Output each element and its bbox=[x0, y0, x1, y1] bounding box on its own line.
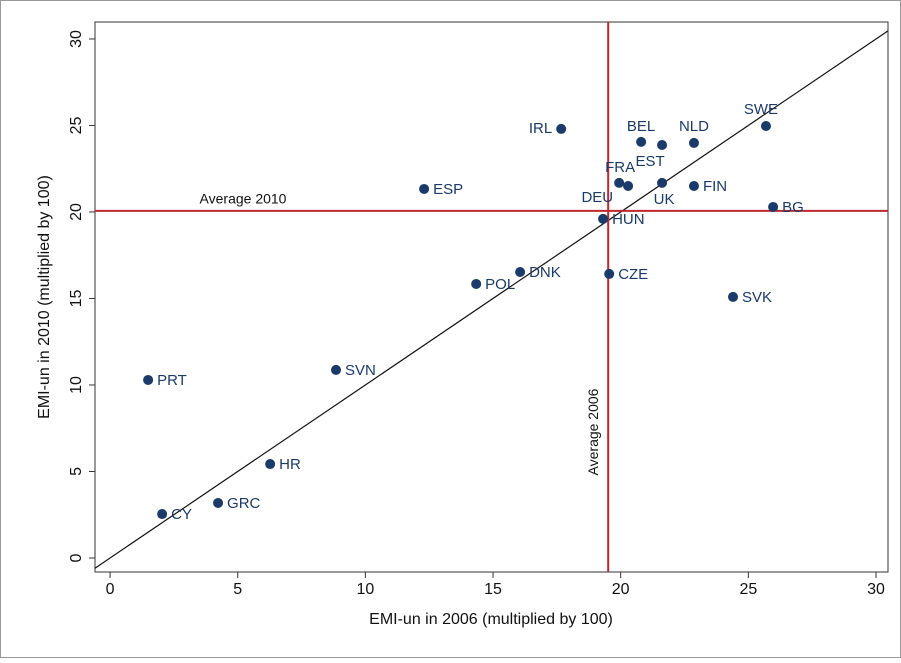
point bbox=[604, 268, 615, 279]
x-axis-title: EMI-un in 2006 (multiplied by 100) bbox=[369, 611, 613, 628]
point bbox=[265, 459, 276, 470]
point-label: BG bbox=[782, 199, 804, 216]
point bbox=[657, 177, 668, 188]
point-label: POL bbox=[485, 276, 515, 293]
point-label: SVK bbox=[742, 289, 772, 306]
point bbox=[636, 136, 647, 147]
y-tick-label: 25 bbox=[68, 116, 85, 134]
point-label: FRA bbox=[605, 159, 635, 176]
point-label: GRC bbox=[227, 495, 261, 512]
point bbox=[143, 374, 154, 385]
point bbox=[515, 267, 526, 277]
point bbox=[768, 201, 779, 212]
plot-area bbox=[94, 21, 889, 573]
point-label: SVN bbox=[345, 362, 376, 379]
reference-label: Average 2006 bbox=[585, 388, 601, 475]
point-label: NLD bbox=[679, 118, 709, 135]
point-label: PRT bbox=[157, 372, 187, 389]
point bbox=[556, 123, 567, 134]
x-tick-label: 20 bbox=[612, 581, 630, 598]
x-tick-label: 5 bbox=[233, 581, 242, 598]
point bbox=[657, 140, 668, 151]
point bbox=[598, 213, 609, 224]
x-tick-label: 25 bbox=[739, 581, 757, 598]
y-tick-label: 10 bbox=[68, 376, 85, 394]
y-tick-label: 5 bbox=[68, 467, 85, 476]
point bbox=[688, 137, 699, 148]
y-tick-label: 0 bbox=[68, 553, 85, 562]
y-tick-label: 15 bbox=[68, 289, 85, 307]
y-tick-label: 20 bbox=[68, 203, 85, 221]
x-tick-label: 10 bbox=[356, 581, 374, 598]
y-axis-title: EMI-un in 2010 (multiplied by 100) bbox=[36, 175, 53, 419]
point-label: DNK bbox=[529, 264, 561, 281]
point bbox=[471, 278, 482, 289]
point-label: ESP bbox=[433, 181, 463, 198]
point-label: SWE bbox=[744, 101, 778, 118]
point bbox=[614, 177, 625, 188]
point bbox=[688, 181, 699, 192]
y-tick-label: 30 bbox=[68, 30, 85, 48]
point-label: IRL bbox=[529, 120, 552, 137]
point bbox=[419, 183, 430, 194]
point bbox=[760, 120, 771, 131]
point-label: FIN bbox=[703, 178, 727, 195]
diagonal-line bbox=[94, 30, 889, 569]
reference-label: Average 2010 bbox=[200, 191, 287, 207]
point-label: BEL bbox=[627, 118, 655, 135]
point bbox=[157, 509, 168, 520]
x-tick-label: 0 bbox=[106, 581, 115, 598]
point-label: HR bbox=[279, 456, 301, 473]
point-label: CY bbox=[171, 506, 192, 523]
point bbox=[623, 181, 634, 192]
point-label: DEU bbox=[581, 189, 613, 206]
point bbox=[728, 291, 739, 302]
point bbox=[331, 364, 342, 375]
x-tick-label: 15 bbox=[484, 581, 502, 598]
point-label: CZE bbox=[618, 266, 648, 283]
point-label: UK bbox=[654, 191, 675, 208]
x-tick-label: 30 bbox=[867, 581, 885, 598]
point bbox=[213, 497, 224, 508]
point-label: HUN bbox=[612, 211, 645, 228]
point-label: EST bbox=[635, 153, 664, 170]
